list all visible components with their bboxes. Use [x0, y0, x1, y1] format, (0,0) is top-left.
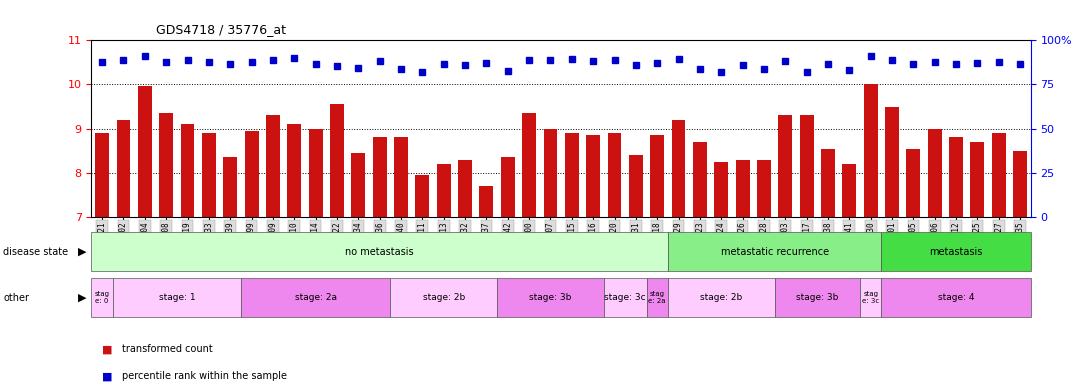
- Bar: [628, 155, 642, 217]
- Bar: [586, 135, 600, 217]
- Text: transformed count: transformed count: [122, 344, 212, 354]
- Bar: [775, 278, 860, 317]
- Text: disease state: disease state: [3, 247, 69, 257]
- Text: stage: 4: stage: 4: [938, 293, 975, 302]
- Bar: [113, 278, 241, 317]
- Text: other: other: [3, 293, 29, 303]
- Bar: [202, 133, 216, 217]
- Bar: [971, 142, 985, 217]
- Text: ■: ■: [102, 344, 113, 354]
- Bar: [415, 175, 429, 217]
- Text: stage: 2b: stage: 2b: [700, 293, 742, 302]
- Text: stag
e: 2a: stag e: 2a: [649, 291, 666, 304]
- Bar: [91, 232, 668, 271]
- Bar: [159, 113, 173, 217]
- Bar: [480, 186, 494, 217]
- Bar: [497, 278, 604, 317]
- Bar: [736, 160, 750, 217]
- Bar: [821, 149, 835, 217]
- Text: stage: 2b: stage: 2b: [423, 293, 465, 302]
- Bar: [928, 129, 942, 217]
- Text: GDS4718 / 35776_at: GDS4718 / 35776_at: [156, 23, 286, 36]
- Text: percentile rank within the sample: percentile rank within the sample: [122, 371, 286, 381]
- Bar: [352, 153, 365, 217]
- Text: ■: ■: [102, 371, 113, 381]
- Bar: [500, 157, 514, 217]
- Bar: [906, 149, 920, 217]
- Bar: [244, 131, 258, 217]
- Bar: [138, 86, 152, 217]
- Bar: [992, 133, 1006, 217]
- Bar: [843, 164, 856, 217]
- Bar: [647, 278, 668, 317]
- Bar: [95, 133, 109, 217]
- Text: stage: 3b: stage: 3b: [796, 293, 838, 302]
- Bar: [1014, 151, 1028, 217]
- Bar: [881, 232, 1031, 271]
- Bar: [714, 162, 728, 217]
- Bar: [565, 133, 579, 217]
- Bar: [224, 157, 237, 217]
- Bar: [860, 278, 881, 317]
- Bar: [181, 124, 195, 217]
- Text: ▶: ▶: [77, 247, 86, 257]
- Bar: [522, 113, 536, 217]
- Bar: [309, 129, 323, 217]
- Text: metastatic recurrence: metastatic recurrence: [721, 247, 829, 257]
- Bar: [671, 120, 685, 217]
- Bar: [650, 135, 664, 217]
- Text: stag
e: 3c: stag e: 3c: [862, 291, 879, 304]
- Bar: [693, 142, 707, 217]
- Bar: [91, 278, 113, 317]
- Bar: [330, 104, 344, 217]
- Bar: [266, 115, 280, 217]
- Bar: [394, 137, 408, 217]
- Bar: [116, 120, 130, 217]
- Bar: [949, 137, 963, 217]
- Bar: [799, 115, 813, 217]
- Text: stage: 2a: stage: 2a: [295, 293, 337, 302]
- Bar: [758, 160, 770, 217]
- Text: stage: 1: stage: 1: [158, 293, 195, 302]
- Text: metastasis: metastasis: [930, 247, 982, 257]
- Text: stage: 3b: stage: 3b: [529, 293, 571, 302]
- Text: no metastasis: no metastasis: [345, 247, 414, 257]
- Bar: [778, 115, 792, 217]
- Bar: [886, 107, 898, 217]
- Bar: [458, 160, 472, 217]
- Bar: [608, 133, 622, 217]
- Text: stage: 3c: stage: 3c: [605, 293, 646, 302]
- Text: ▶: ▶: [77, 293, 86, 303]
- Bar: [668, 278, 775, 317]
- Bar: [372, 137, 386, 217]
- Bar: [881, 278, 1031, 317]
- Text: stag
e: 0: stag e: 0: [95, 291, 110, 304]
- Bar: [668, 232, 881, 271]
- Bar: [287, 124, 301, 217]
- Bar: [241, 278, 391, 317]
- Bar: [864, 84, 878, 217]
- Bar: [437, 164, 451, 217]
- Bar: [604, 278, 647, 317]
- Bar: [543, 129, 557, 217]
- Bar: [391, 278, 497, 317]
